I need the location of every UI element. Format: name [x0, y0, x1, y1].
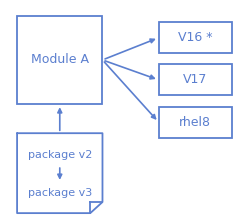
Text: package v2: package v2 — [28, 150, 92, 160]
Text: V17: V17 — [183, 73, 207, 86]
Text: V16 *: V16 * — [178, 31, 213, 44]
Text: Module A: Module A — [31, 54, 89, 66]
Text: rhel8: rhel8 — [179, 116, 211, 129]
Bar — [159, 64, 232, 95]
Bar — [17, 16, 102, 104]
Bar — [159, 107, 232, 138]
Bar — [159, 22, 232, 53]
Text: package v3: package v3 — [28, 188, 92, 198]
